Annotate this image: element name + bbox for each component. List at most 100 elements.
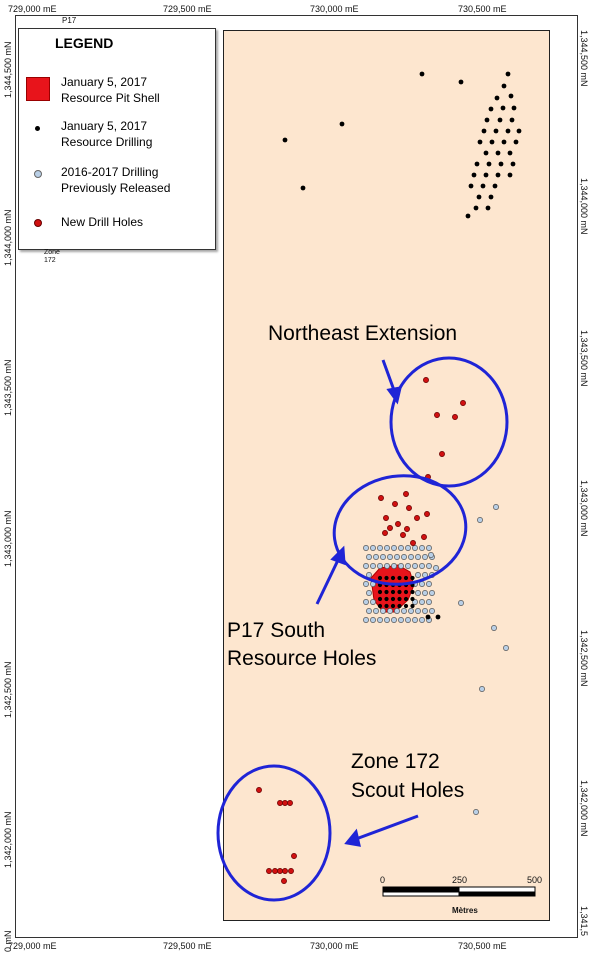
new-drill-hole-dot (434, 412, 440, 418)
scale-unit: Mètres (452, 906, 478, 915)
previous-drilling-dot (419, 545, 425, 551)
previous-drilling-dot (373, 608, 379, 614)
previous-drilling-dot (408, 554, 414, 560)
annotation-zone172-line2: Scout Holes (351, 779, 465, 802)
previous-drilling-dot (415, 590, 421, 596)
legend-title: LEGEND (55, 35, 114, 51)
resource-drilling-dot (486, 161, 492, 167)
annotation-northeast-extension: Northeast Extension (268, 322, 458, 345)
resource-drilling-dot (419, 71, 425, 77)
new-drill-hole-dot (256, 787, 262, 793)
resource-drilling-dot (507, 172, 513, 178)
easting-label-bottom: 729,500 mE (163, 941, 212, 951)
previous-drilling-dot (412, 617, 418, 623)
previous-drilling-dot (398, 545, 404, 551)
new-drill-hole-dot (460, 400, 466, 406)
legend-label: Resource Drilling (61, 135, 153, 149)
resource-drilling-dot (494, 95, 500, 101)
map-frame (15, 15, 578, 938)
legend: LEGEND January 5, 2017 Resource Pit Shel… (18, 28, 216, 250)
new-drill-hole-dot (378, 495, 384, 501)
new-drill-hole-dot (392, 501, 398, 507)
resource-drilling-dot (465, 213, 471, 219)
resource-drilling-dot (495, 172, 501, 178)
resource-drilling-dots (282, 71, 522, 620)
previous-drilling-dot (391, 545, 397, 551)
resource-drilling-dot (485, 205, 491, 211)
zone172-ellipse (216, 764, 332, 902)
annotation-zone172-line1: Zone 172 (351, 750, 440, 773)
resource-drilling-dot (377, 575, 383, 581)
resource-drilling-dot (377, 603, 383, 609)
scale-bar (382, 886, 536, 897)
previous-drilling-dot (398, 617, 404, 623)
new-drill-hole-dot (288, 868, 294, 874)
resource-drilling-dot (384, 596, 389, 602)
previous-drilling-dot (426, 563, 432, 569)
previous-drilling-dot (415, 608, 421, 614)
resource-drilling-dot (483, 150, 489, 156)
previous-drilling-dot (373, 554, 379, 560)
resource-drilling-dot (397, 589, 402, 595)
resource-drilling-dot (474, 161, 480, 167)
previous-drilling-dot (387, 554, 393, 560)
resource-drilling-dot (505, 128, 511, 134)
resource-drilling-dot (390, 589, 396, 595)
legend-label: 2016-2017 Drilling (61, 165, 159, 179)
new-drill-hole-dot (282, 800, 288, 806)
previous-drilling-dot (366, 554, 372, 560)
previous-drilling-dot (412, 545, 418, 551)
previous-drilling-dots (363, 504, 509, 815)
previous-drilling-dot (405, 563, 411, 569)
previous-drilling-dot (370, 617, 376, 623)
zone-label-line2: 172 (44, 257, 56, 264)
resource-drilling-dot (497, 117, 503, 123)
resource-drilling-dot (492, 183, 498, 189)
new-drill-hole-dot (291, 853, 297, 859)
resource-drilling-dot (500, 105, 506, 111)
map-area[interactable] (223, 30, 550, 921)
new-drill-hole-dot (414, 515, 420, 521)
resource-drilling-dot (390, 596, 396, 602)
resource-drilling-dot (489, 139, 495, 145)
previous-drilling-dot (422, 554, 428, 560)
resource-drilling-dot (410, 575, 415, 581)
easting-label-bottom: 730,000 mE (310, 941, 359, 951)
previous-drilling-dot (426, 581, 432, 587)
previous-drilling-dot (377, 545, 383, 551)
resource-drilling-dot (495, 150, 501, 156)
previous-drilling-dot (363, 545, 369, 551)
previous-drilling-dot (366, 590, 372, 596)
easting-label-bottom: 729,000 mE (8, 941, 57, 951)
legend-label: Resource Pit Shell (61, 91, 160, 105)
resource-drilling-dot (513, 139, 519, 145)
new-drill-hole-dot (395, 521, 401, 527)
resource-drilling-dot (377, 589, 383, 595)
scale-tick-0: 0 (380, 875, 386, 885)
previous-drilling-dot (370, 563, 376, 569)
previous-drilling-dot (377, 563, 383, 569)
map-top-label: P17 (62, 16, 77, 25)
previous-drilling-dot (384, 563, 390, 569)
previous-drilling-dot (405, 545, 411, 551)
new-drill-hole-dot (272, 868, 278, 874)
previous-drilling-dot (391, 617, 397, 623)
previous-drilling-dot (380, 554, 386, 560)
resource-drilling-symbol (35, 126, 40, 131)
resource-drilling-dot (498, 161, 504, 167)
previous-drilling-dot (458, 600, 464, 606)
new-drill-hole-dot (281, 878, 287, 884)
resource-drilling-dot (390, 603, 396, 609)
new-drill-hole-dot (277, 868, 283, 874)
previous-drilling-dot (415, 554, 421, 560)
resource-drilling-dot (480, 183, 486, 189)
resource-drilling-dot (282, 137, 288, 143)
new-drill-hole-dot (423, 377, 429, 383)
scale-tick-250: 250 (452, 875, 468, 885)
new-drill-hole-dot (387, 525, 393, 531)
previous-drilling-dot (415, 572, 421, 578)
easting-label-top: 729,500 mE (163, 4, 212, 14)
annotation-p17-line1: P17 South (227, 619, 326, 642)
previous-drilling-dot (398, 563, 404, 569)
previous-drilling-dot (426, 545, 432, 551)
